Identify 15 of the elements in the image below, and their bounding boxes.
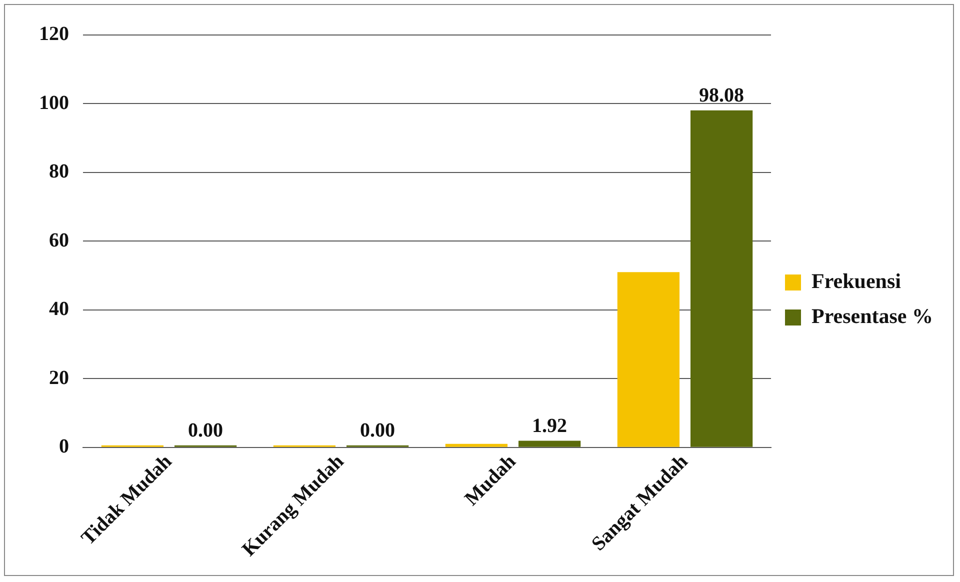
data-label: 0.00 bbox=[188, 420, 224, 442]
y-tick-label: 0 bbox=[59, 436, 69, 458]
data-label: 98.08 bbox=[699, 84, 744, 106]
y-tick-label: 40 bbox=[49, 298, 69, 320]
legend-label: Presentase % bbox=[812, 304, 933, 328]
bar bbox=[690, 110, 753, 447]
y-tick-label: 100 bbox=[39, 92, 69, 114]
y-tick-label: 60 bbox=[49, 229, 69, 252]
y-tick-label: 120 bbox=[39, 23, 69, 46]
data-label: 0.00 bbox=[360, 420, 396, 442]
bar bbox=[617, 272, 680, 447]
y-tick-label: 20 bbox=[49, 366, 69, 389]
y-tick-label: 80 bbox=[49, 160, 69, 183]
legend-label: Frekuensi bbox=[812, 268, 902, 293]
data-label: 1.92 bbox=[532, 414, 568, 437]
